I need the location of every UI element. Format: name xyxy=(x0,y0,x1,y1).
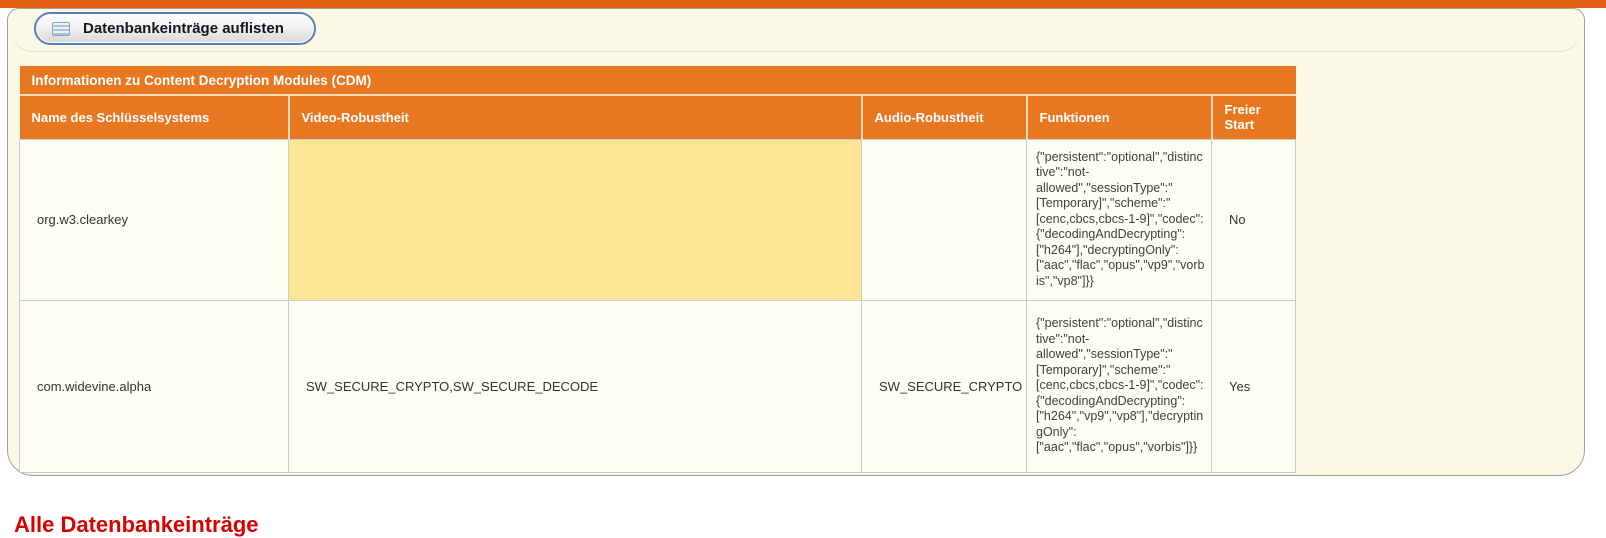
top-accent-bar xyxy=(0,0,1606,8)
column-header-audio-robustness: Audio-Robustheit xyxy=(860,95,1027,139)
column-header-key-system: Name des Schlüsselsystems xyxy=(19,95,289,139)
cell-audio-robustness xyxy=(861,138,1027,301)
table-title-row: Informationen zu Content Decryption Modu… xyxy=(19,66,1296,96)
table-row: com.widevine.alpha SW_SECURE_CRYPTO,SW_S… xyxy=(19,299,1297,473)
list-icon xyxy=(52,21,70,36)
table-title: Informationen zu Content Decryption Modu… xyxy=(19,66,1296,96)
column-header-free-start: Freier Start xyxy=(1210,95,1296,139)
section-heading-clipped: Alle Datenbankeinträge xyxy=(14,512,259,537)
cell-key-system: org.w3.clearkey xyxy=(19,138,289,301)
cell-capabilities: {"persistent":"optional","distinctive":"… xyxy=(1026,299,1212,473)
cdm-info-table: Informationen zu Content Decryption Modu… xyxy=(19,66,1297,473)
cell-audio-robustness: SW_SECURE_CRYPTO xyxy=(861,299,1027,473)
column-header-video-robustness: Video-Robustheit xyxy=(287,95,862,139)
cell-video-robustness: SW_SECURE_CRYPTO,SW_SECURE_DECODE xyxy=(288,299,862,473)
cell-key-system: com.widevine.alpha xyxy=(19,299,289,473)
table-header-row: Name des Schlüsselsystems Video-Robusthe… xyxy=(19,95,1296,139)
list-database-entries-button[interactable]: Datenbankeinträge auflisten xyxy=(34,12,316,45)
cell-capabilities: {"persistent":"optional","distinctive":"… xyxy=(1026,138,1212,301)
table-row: org.w3.clearkey {"persistent":"optional"… xyxy=(19,138,1297,301)
cell-free-start: No xyxy=(1210,138,1297,301)
cell-free-start: Yes xyxy=(1210,299,1297,473)
list-database-entries-button-label: Datenbankeinträge auflisten xyxy=(83,20,284,37)
toolbar: Datenbankeinträge auflisten xyxy=(8,9,1584,52)
column-header-capabilities: Funktionen xyxy=(1025,95,1212,139)
content-panel: Datenbankeinträge auflisten Informatione… xyxy=(7,8,1585,476)
cell-video-robustness-highlighted xyxy=(288,138,862,301)
